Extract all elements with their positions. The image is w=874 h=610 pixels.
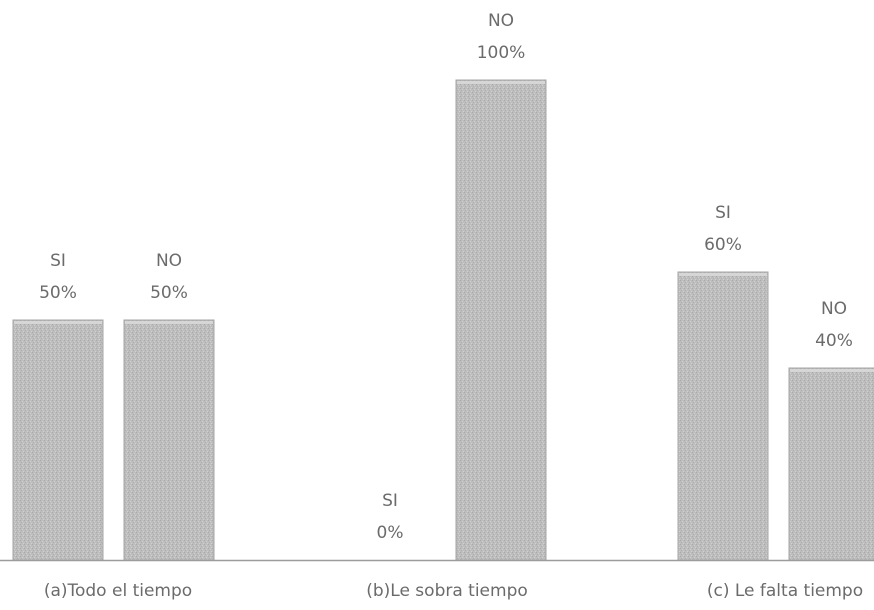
- data-label-si-value-1: 50%: [39, 283, 77, 303]
- data-label-si-name-3: SI: [715, 203, 731, 223]
- category-label-3: (c) Le falta tiempo: [707, 581, 863, 601]
- bar-si-3: [677, 271, 769, 561]
- bar-si-1: [12, 319, 104, 561]
- bar-top-highlight: [125, 321, 213, 324]
- data-label-si-value-3: 60%: [704, 235, 742, 255]
- bar-no-1: [123, 319, 215, 561]
- bar-top-highlight: [457, 81, 545, 84]
- bars-layer: [12, 79, 874, 561]
- bar-no-2: [455, 79, 547, 561]
- category-label-2: (b)Le sobra tiempo: [366, 581, 528, 601]
- data-label-si-value-2: 0%: [377, 523, 404, 543]
- data-label-no-value-1: 50%: [150, 283, 188, 303]
- data-labels-layer: SI 50% NO 50% SI 0% NO 100% SI 60% NO 40%: [39, 11, 853, 543]
- data-label-no-value-2: 100%: [477, 43, 526, 63]
- data-label-si-name-1: SI: [50, 251, 66, 271]
- bar-top-highlight: [790, 369, 874, 372]
- category-label-1: (a)Todo el tiempo: [44, 581, 192, 601]
- data-label-si-name-2: SI: [382, 491, 398, 511]
- data-label-no-name-1: NO: [156, 251, 182, 271]
- category-labels-layer: (a)Todo el tiempo (b)Le sobra tiempo (c) L…: [44, 581, 863, 601]
- data-label-no-value-3: 40%: [815, 331, 853, 351]
- bar-top-highlight: [679, 273, 767, 276]
- data-label-no-name-2: NO: [488, 11, 514, 31]
- bar-top-highlight: [14, 321, 102, 324]
- bar-no-3: [788, 367, 874, 561]
- data-label-no-name-3: NO: [821, 299, 847, 319]
